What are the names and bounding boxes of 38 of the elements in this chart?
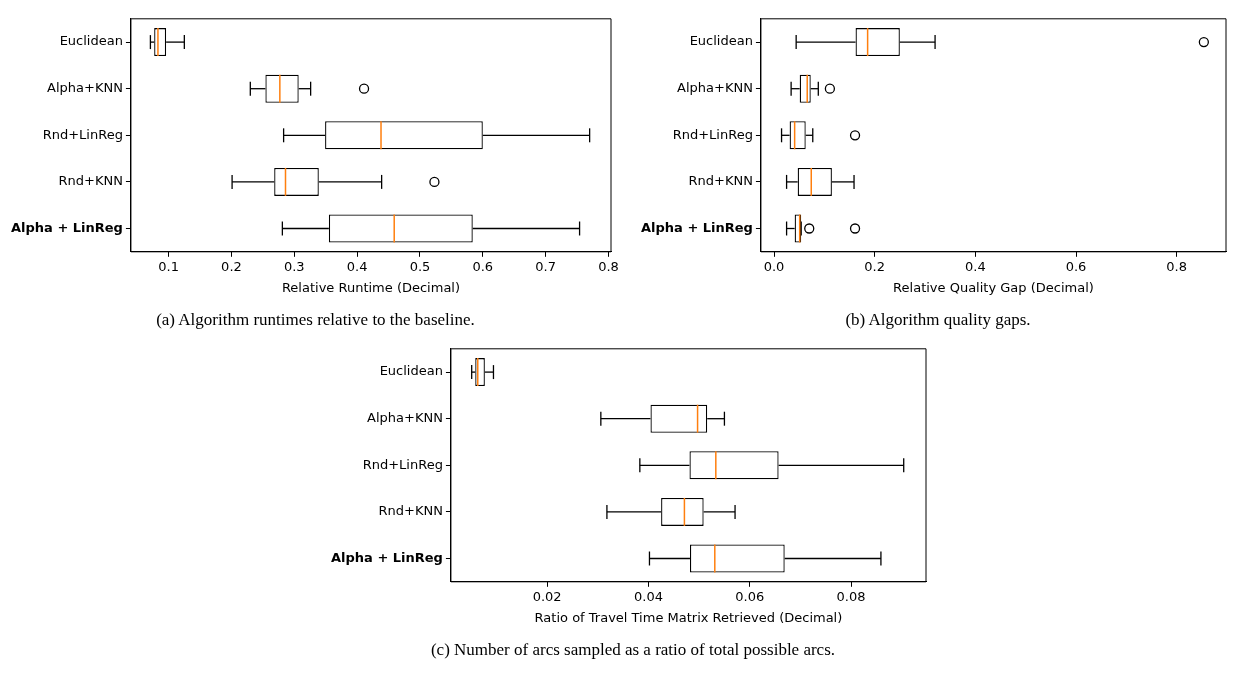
y-tick-label: Alpha + LinReg bbox=[641, 219, 753, 235]
y-tick-label: Euclidean bbox=[59, 33, 123, 49]
y-tick-label: Alpha+KNN bbox=[367, 410, 443, 426]
x-tick-label: 0.2 bbox=[864, 258, 886, 274]
y-tick-label: Alpha + LinReg bbox=[331, 549, 443, 565]
y-tick-label: Rnd+KNN bbox=[58, 173, 123, 189]
x-tick-label: 0.06 bbox=[735, 588, 765, 604]
x-axis-title: Relative Runtime (Decimal) bbox=[281, 279, 461, 295]
x-tick-label: 0.5 bbox=[409, 258, 431, 274]
x-tick-label: 0.6 bbox=[1065, 258, 1087, 274]
y-tick-label: Alpha+KNN bbox=[47, 80, 123, 96]
x-tick-label: 0.04 bbox=[633, 588, 663, 604]
y-tick-label: Rnd+LinReg bbox=[672, 126, 753, 142]
x-tick-label: 0.2 bbox=[221, 258, 242, 274]
x-tick-label: 0.4 bbox=[965, 258, 986, 274]
x-axis-title: Ratio of Travel Time Matrix Retrieved (Decimal) bbox=[534, 609, 843, 625]
x-tick-label: 0.0 bbox=[763, 258, 785, 274]
text: (c) Number of arcs sampled as a ratio of total possible arcs. bbox=[429, 640, 837, 660]
x-axis-title: Relative Quality Gap (Decimal) bbox=[893, 279, 1094, 295]
y-tick-label: Rnd+KNN bbox=[688, 173, 753, 189]
x-tick-label: 0.02 bbox=[532, 588, 562, 604]
y-tick-label: Alpha+KNN bbox=[677, 80, 753, 96]
x-tick-label: 0.6 bbox=[472, 258, 494, 274]
y-tick-label: Euclidean bbox=[379, 363, 443, 379]
y-tick-label: Rnd+KNN bbox=[378, 503, 443, 519]
text: (a) Algorithm runtimes relative to the baseline. bbox=[155, 310, 476, 330]
x-tick-label: 0.1 bbox=[158, 258, 179, 274]
x-tick-label: 0.8 bbox=[1166, 258, 1188, 274]
text: (b) Algorithm quality gaps. bbox=[844, 310, 1032, 330]
x-tick-label: 0.8 bbox=[598, 258, 619, 274]
x-tick-label: 0.4 bbox=[346, 258, 368, 274]
y-tick-label: Alpha + LinReg bbox=[11, 219, 123, 235]
x-tick-label: 0.7 bbox=[535, 258, 556, 274]
x-tick-label: 0.08 bbox=[836, 588, 866, 604]
y-tick-label: Rnd+LinReg bbox=[42, 126, 123, 142]
y-tick-label: Euclidean bbox=[689, 33, 753, 49]
x-tick-label: 0.3 bbox=[283, 258, 305, 274]
y-tick-label: Rnd+LinReg bbox=[362, 456, 443, 472]
